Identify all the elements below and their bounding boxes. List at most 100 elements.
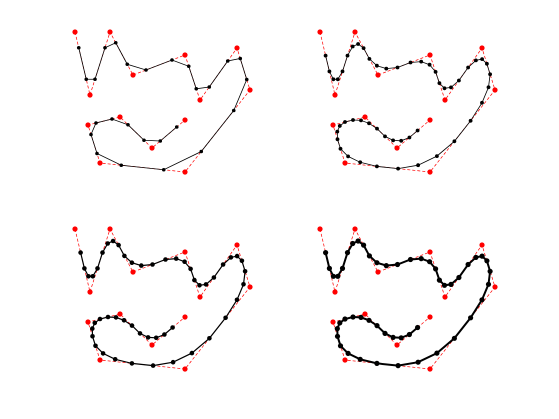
curve-point (129, 323, 135, 328)
control-point (182, 117, 188, 123)
curve-point (342, 316, 348, 322)
curve-point (163, 257, 168, 262)
curve-point (239, 258, 245, 264)
curve-point (186, 64, 191, 69)
control-point (130, 269, 136, 275)
control-point (362, 114, 368, 120)
curve-point (375, 164, 379, 169)
curve-point (337, 320, 343, 326)
curve-point (78, 250, 83, 255)
curve-point (150, 363, 156, 368)
curve-point (207, 336, 212, 341)
curve-point (434, 350, 440, 356)
control-point (182, 249, 188, 255)
curve-point (82, 266, 87, 271)
curve-point (116, 242, 121, 248)
curve-point (448, 281, 454, 287)
curve-point (139, 263, 144, 268)
curve-point (170, 325, 175, 330)
control-point (234, 45, 240, 51)
curve-point (192, 277, 197, 283)
curve-point (442, 86, 447, 91)
control-point (427, 52, 433, 58)
control-point (182, 169, 188, 175)
curve-point (366, 253, 372, 259)
curve-point (89, 132, 93, 137)
curve-point (350, 44, 355, 49)
curve-point (335, 129, 340, 134)
curve-point (427, 259, 433, 265)
control-point (197, 97, 203, 103)
curve-point (375, 126, 379, 131)
curve-point (174, 125, 179, 129)
curve-point (326, 265, 332, 271)
control-point (427, 169, 433, 175)
curve-point (335, 273, 341, 279)
curve-point (367, 121, 371, 126)
control-point (149, 145, 155, 151)
panel (317, 29, 498, 175)
control-point (375, 269, 381, 275)
curve-point (358, 314, 364, 320)
curve-point (194, 86, 199, 91)
curve-point (105, 241, 110, 246)
curve-point (383, 134, 387, 139)
curve-point (337, 124, 342, 128)
curve-point (199, 149, 204, 154)
control-point (317, 29, 323, 35)
curve-point (119, 163, 124, 168)
curve-point (234, 253, 240, 259)
curve-point (144, 68, 148, 72)
curve-point (327, 69, 332, 74)
curve-point (356, 42, 360, 46)
curve-point (480, 57, 484, 61)
curve-point (182, 259, 187, 265)
control-point (442, 294, 448, 300)
control-point (362, 311, 368, 317)
curve-point (110, 238, 116, 244)
subdivision-curve (80, 240, 246, 367)
control-point (107, 29, 113, 35)
curve-point (433, 266, 439, 272)
subdivision-curve (78, 42, 248, 171)
curve-point (374, 260, 380, 266)
curve-point (441, 282, 448, 288)
curve-point (485, 281, 492, 287)
control-point (72, 29, 78, 35)
control-polygon (319, 31, 496, 173)
curve-point (407, 256, 414, 263)
curve-point (113, 315, 119, 320)
control-point (492, 87, 498, 93)
curve-point (345, 350, 351, 356)
curve-point (486, 85, 491, 90)
curve-point (449, 85, 453, 90)
control-point (117, 114, 123, 120)
curve-point (337, 343, 344, 349)
subdivision-curve (324, 239, 492, 367)
curve-point (122, 253, 127, 259)
curve-point (203, 282, 209, 287)
control-point (130, 72, 136, 78)
curve-point (465, 261, 471, 268)
curve-point (433, 70, 438, 74)
curve-point (137, 331, 143, 336)
control-point (182, 52, 188, 58)
control-point (352, 29, 358, 35)
curve-point (173, 256, 179, 261)
control-point (87, 92, 93, 98)
curve-point (100, 250, 105, 255)
curve-point (427, 62, 432, 67)
curve-point (346, 154, 350, 159)
control-point (394, 145, 400, 151)
curve-point (234, 297, 240, 303)
curve-point (142, 138, 146, 143)
curve-point (76, 45, 81, 50)
curve-point (323, 250, 329, 256)
control-point (97, 357, 103, 363)
curve-point (384, 66, 389, 71)
curve-point (238, 56, 243, 61)
curve-point (344, 250, 351, 256)
control-point (72, 226, 78, 232)
control-point (394, 342, 400, 348)
